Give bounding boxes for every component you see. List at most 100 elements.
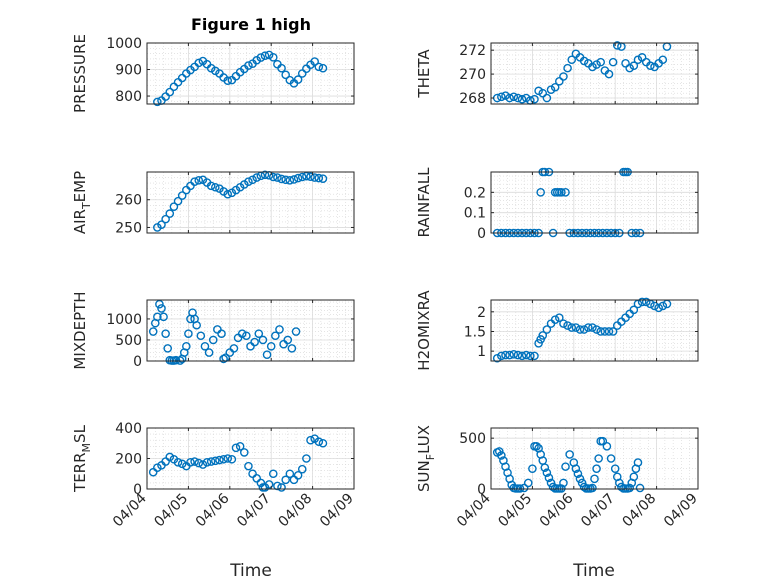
data-point bbox=[217, 329, 226, 338]
x-tick-label: 04/09 bbox=[317, 491, 357, 531]
data-point bbox=[550, 315, 560, 324]
data-point bbox=[592, 60, 601, 69]
data-point bbox=[637, 53, 647, 62]
data-point bbox=[519, 483, 529, 493]
data-point bbox=[542, 468, 552, 478]
y-tick-label: 1 bbox=[477, 344, 486, 360]
data-point bbox=[161, 214, 170, 224]
plot-area bbox=[147, 300, 354, 361]
data-point bbox=[250, 337, 259, 347]
series-markers bbox=[153, 170, 328, 232]
y-tick-label: 0 bbox=[133, 354, 142, 370]
data-point bbox=[625, 63, 634, 73]
data-point bbox=[318, 63, 328, 73]
plot-area bbox=[491, 43, 698, 104]
data-point bbox=[548, 482, 558, 492]
data-point bbox=[177, 191, 187, 200]
data-point bbox=[542, 93, 552, 103]
y-tick-label: 270 bbox=[459, 67, 486, 83]
data-point bbox=[242, 331, 251, 341]
data-point bbox=[559, 319, 568, 328]
y-tick-label: 250 bbox=[115, 220, 142, 236]
data-point bbox=[231, 443, 241, 453]
data-point bbox=[588, 323, 597, 332]
x-tick-label: 04/08 bbox=[276, 491, 316, 531]
data-point bbox=[148, 327, 158, 336]
data-point bbox=[177, 459, 187, 469]
data-point bbox=[153, 463, 162, 472]
data-point bbox=[550, 82, 560, 92]
data-point bbox=[637, 297, 647, 307]
data-point bbox=[159, 312, 168, 322]
data-point bbox=[610, 464, 620, 473]
y-tick-label: 268 bbox=[459, 91, 486, 107]
data-point bbox=[546, 478, 556, 488]
data-point bbox=[588, 483, 597, 493]
data-point bbox=[567, 55, 577, 65]
y-tick-label: 272 bbox=[459, 43, 486, 59]
data-point bbox=[575, 474, 585, 484]
data-point bbox=[650, 301, 659, 311]
data-point bbox=[521, 350, 531, 360]
data-point bbox=[161, 329, 170, 338]
data-point bbox=[625, 483, 634, 493]
data-point bbox=[273, 173, 282, 182]
subplot-air_temp: 250 260 AIRTEMP bbox=[71, 170, 355, 236]
data-point bbox=[557, 484, 566, 493]
data-point bbox=[310, 173, 319, 182]
data-point bbox=[534, 86, 543, 96]
data-point bbox=[592, 325, 601, 334]
data-point bbox=[252, 173, 262, 182]
data-point bbox=[314, 62, 324, 72]
axes-box bbox=[146, 299, 355, 362]
data-point bbox=[264, 480, 274, 489]
y-axis-label: H2OMIXRA bbox=[415, 290, 433, 371]
data-point bbox=[530, 351, 539, 361]
data-point bbox=[204, 348, 214, 357]
data-point bbox=[211, 456, 220, 466]
y-tick-label: 0 bbox=[477, 226, 486, 242]
y-axis-label: AIRTEMP bbox=[71, 171, 93, 234]
data-point bbox=[563, 63, 572, 73]
x-tick-label: 04/09 bbox=[661, 491, 701, 531]
data-point bbox=[608, 327, 618, 336]
series-markers bbox=[492, 436, 645, 493]
data-point bbox=[600, 327, 610, 336]
data-point bbox=[293, 173, 303, 183]
y-tick-label: 0 bbox=[133, 482, 142, 498]
data-point bbox=[608, 57, 618, 67]
data-point bbox=[532, 441, 541, 451]
data-point bbox=[557, 188, 566, 197]
data-point bbox=[523, 478, 533, 488]
data-point bbox=[579, 482, 589, 492]
data-point bbox=[633, 55, 643, 65]
data-point bbox=[173, 458, 183, 467]
y-tick-label: 0.2 bbox=[464, 185, 486, 201]
data-point bbox=[501, 350, 510, 360]
data-point bbox=[277, 174, 286, 184]
x-tick-label: 04/06 bbox=[537, 490, 577, 530]
data-point bbox=[287, 344, 297, 353]
data-point bbox=[509, 350, 519, 359]
data-point bbox=[281, 70, 290, 80]
y-axis-label: SUNFLUX bbox=[415, 425, 437, 492]
data-point bbox=[544, 473, 554, 483]
data-point bbox=[165, 209, 175, 218]
data-point bbox=[306, 435, 315, 445]
y-tick-label: 500 bbox=[115, 333, 142, 349]
data-point bbox=[598, 436, 608, 446]
data-point bbox=[165, 87, 175, 97]
data-point bbox=[563, 321, 572, 330]
data-point bbox=[206, 457, 216, 466]
data-point bbox=[577, 478, 587, 488]
y-tick-label: 0.1 bbox=[464, 206, 486, 222]
y-axis-label: TERRMSL bbox=[71, 424, 93, 493]
y-tick-label: 400 bbox=[115, 421, 142, 437]
axes-box bbox=[490, 171, 699, 234]
data-point bbox=[235, 441, 245, 451]
data-point bbox=[596, 57, 606, 67]
subplot-theta: 268 270 272 THETA bbox=[415, 41, 699, 107]
data-point bbox=[505, 350, 514, 360]
data-point bbox=[281, 175, 290, 185]
data-point bbox=[297, 69, 307, 78]
